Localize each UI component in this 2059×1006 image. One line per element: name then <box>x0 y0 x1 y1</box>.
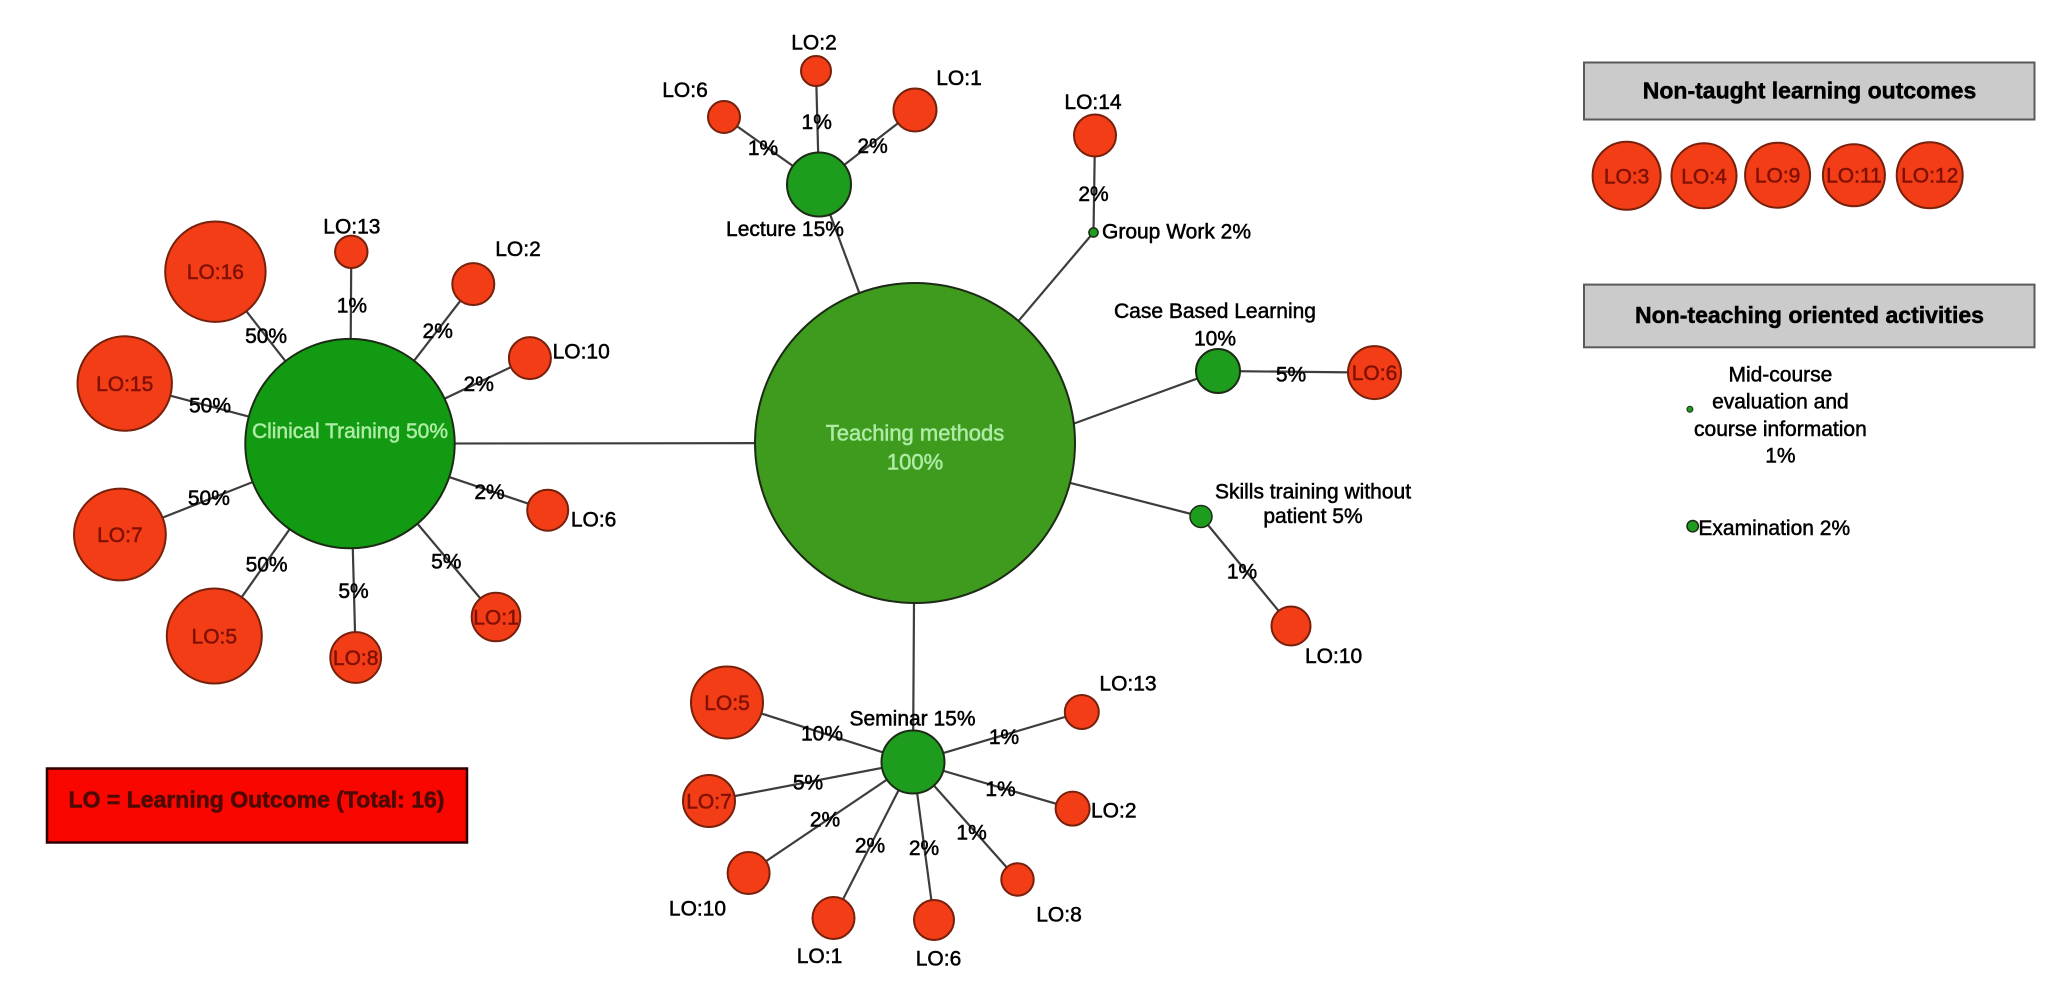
svg-text:50%: 50% <box>245 325 287 348</box>
svg-text:1%: 1% <box>1765 445 1795 468</box>
svg-text:LO = Learning Outcome (Total:: LO = Learning Outcome (Total: 16) <box>69 787 445 813</box>
svg-text:5%: 5% <box>338 580 368 603</box>
svg-text:2%: 2% <box>857 135 887 158</box>
svg-text:LO:6: LO:6 <box>571 508 617 531</box>
svg-text:1%: 1% <box>989 726 1019 749</box>
svg-text:LO:13: LO:13 <box>323 216 380 239</box>
svg-text:LO:16: LO:16 <box>187 261 244 284</box>
svg-text:Examination 2%: Examination 2% <box>1698 517 1850 540</box>
svg-text:LO:13: LO:13 <box>1099 673 1156 696</box>
svg-text:LO:9: LO:9 <box>1755 165 1801 188</box>
svg-text:Skills training without: Skills training without <box>1215 481 1411 504</box>
svg-text:LO:12: LO:12 <box>1901 165 1958 188</box>
svg-text:Teaching methods: Teaching methods <box>826 421 1005 446</box>
svg-text:100%: 100% <box>887 450 943 475</box>
svg-text:1%: 1% <box>985 778 1015 801</box>
svg-text:10%: 10% <box>801 723 843 746</box>
svg-text:LO:10: LO:10 <box>1305 645 1362 668</box>
svg-text:1%: 1% <box>1227 561 1257 584</box>
svg-text:LO:6: LO:6 <box>662 79 708 102</box>
svg-text:LO:14: LO:14 <box>1064 91 1122 114</box>
svg-text:Case Based Learning: Case Based Learning <box>1114 300 1316 323</box>
svg-text:LO:1: LO:1 <box>797 945 843 968</box>
svg-text:1%: 1% <box>748 137 778 160</box>
svg-text:2%: 2% <box>474 481 504 504</box>
svg-text:LO:5: LO:5 <box>192 626 238 649</box>
svg-text:Seminar 15%: Seminar 15% <box>849 708 975 731</box>
svg-text:LO:5: LO:5 <box>704 692 750 715</box>
svg-text:LO:15: LO:15 <box>96 373 153 396</box>
svg-text:Lecture 15%: Lecture 15% <box>726 218 844 241</box>
svg-text:5%: 5% <box>1276 364 1306 387</box>
svg-text:LO:1: LO:1 <box>473 607 519 630</box>
svg-text:50%: 50% <box>188 487 230 510</box>
svg-text:LO:6: LO:6 <box>916 948 962 971</box>
svg-text:2%: 2% <box>464 373 494 396</box>
svg-text:Group Work 2%: Group Work 2% <box>1102 221 1251 244</box>
svg-text:LO:2: LO:2 <box>495 238 541 261</box>
svg-text:10%: 10% <box>1194 328 1236 351</box>
svg-text:1%: 1% <box>802 111 832 134</box>
svg-text:LO:7: LO:7 <box>686 791 732 814</box>
svg-text:patient 5%: patient 5% <box>1263 505 1362 528</box>
svg-text:1%: 1% <box>956 822 986 845</box>
svg-text:LO:8: LO:8 <box>1036 904 1082 927</box>
svg-text:evaluation and: evaluation and <box>1712 390 1849 413</box>
svg-text:Clinical Training 50%: Clinical Training 50% <box>252 420 448 443</box>
svg-text:2%: 2% <box>909 837 939 860</box>
svg-text:LO:3: LO:3 <box>1604 165 1650 188</box>
svg-text:50%: 50% <box>246 554 288 577</box>
svg-text:50%: 50% <box>189 395 231 418</box>
svg-text:LO:11: LO:11 <box>1826 165 1882 188</box>
svg-text:2%: 2% <box>810 809 840 832</box>
svg-text:LO:1: LO:1 <box>936 67 982 90</box>
svg-text:2%: 2% <box>855 835 885 858</box>
svg-text:Non-taught learning outcomes: Non-taught learning outcomes <box>1643 78 1977 104</box>
svg-text:course information: course information <box>1694 418 1867 441</box>
svg-text:LO:10: LO:10 <box>669 898 726 921</box>
svg-text:LO:6: LO:6 <box>1352 362 1398 385</box>
svg-text:1%: 1% <box>337 295 367 318</box>
svg-text:LO:8: LO:8 <box>333 647 379 670</box>
svg-text:LO:2: LO:2 <box>1091 800 1137 823</box>
svg-text:LO:2: LO:2 <box>791 32 837 55</box>
svg-text:LO:4: LO:4 <box>1681 165 1727 188</box>
svg-text:5%: 5% <box>431 551 461 574</box>
svg-text:2%: 2% <box>423 320 453 343</box>
svg-text:2%: 2% <box>1078 183 1108 206</box>
svg-text:Non-teaching oriented activiti: Non-teaching oriented activities <box>1635 302 1984 328</box>
svg-text:Mid-course: Mid-course <box>1728 364 1832 387</box>
svg-text:LO:7: LO:7 <box>97 524 143 547</box>
svg-text:5%: 5% <box>793 772 823 795</box>
svg-text:LO:10: LO:10 <box>553 341 610 364</box>
